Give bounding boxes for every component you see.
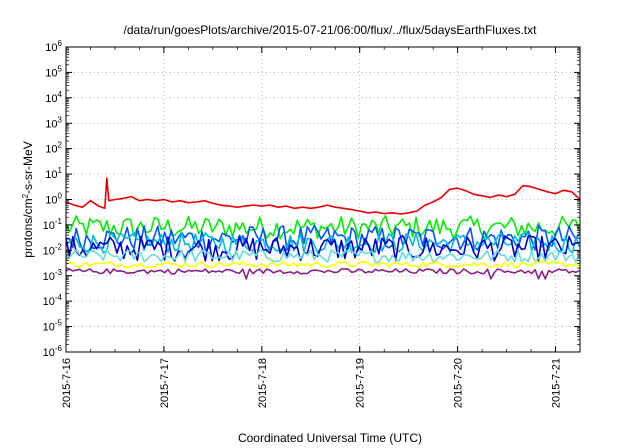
y-tick-label: 10-1 [43, 217, 63, 232]
x-axis-label: Coordinated Universal Time (UTC) [238, 431, 422, 445]
y-tick-label: 10-3 [43, 268, 63, 283]
x-tick-label: 2015-7-20 [453, 358, 465, 408]
y-axis-label-main: protons/cm [21, 198, 35, 257]
x-tick-label: 2015-7-16 [61, 358, 73, 408]
y-tick-label: 10-6 [43, 344, 63, 359]
y-tick-label: 103 [45, 115, 62, 130]
y-tick-label: 102 [45, 141, 62, 156]
series-group [65, 177, 581, 280]
y-tick-label: 10-2 [43, 242, 63, 257]
y-axis: 10-6 10-5 10-4 10-3 10-2 10-1 100 101 102 103 104 1… [43, 39, 580, 359]
series-line [65, 231, 581, 254]
y-tick-label: 105 [45, 64, 62, 79]
series-line [65, 177, 581, 215]
y-tick-label: 106 [45, 39, 62, 54]
x-axis: 2015-7-16 2015-7-17 2015-7-18 2015-7-19 2015… [61, 47, 581, 408]
x-tick-label: 2015-7-18 [257, 358, 269, 408]
series-line [65, 268, 580, 280]
series-line [65, 215, 581, 240]
chart-title: /data/run/goesPlots/archive/2015-07-21/0… [124, 23, 538, 37]
y-tick-label: 104 [45, 90, 62, 105]
series-line [65, 249, 581, 264]
y-axis-label: protons/cm2-s-sr-MeV [21, 141, 36, 257]
x-tick-label: 2015-7-19 [355, 358, 367, 408]
series-line [65, 234, 580, 262]
y-axis-label-sup: 2 [21, 193, 30, 198]
x-tick-label: 2015-7-21 [551, 358, 563, 408]
y-tick-label: 101 [45, 166, 62, 181]
y-tick-label: 10-4 [43, 293, 63, 308]
y-tick-label: 10-5 [43, 319, 63, 334]
x-tick-label: 2015-7-17 [159, 358, 171, 408]
y-tick-label: 100 [45, 192, 62, 207]
series-line [65, 260, 580, 269]
y-axis-label-rest: -s-sr-MeV [21, 141, 35, 194]
